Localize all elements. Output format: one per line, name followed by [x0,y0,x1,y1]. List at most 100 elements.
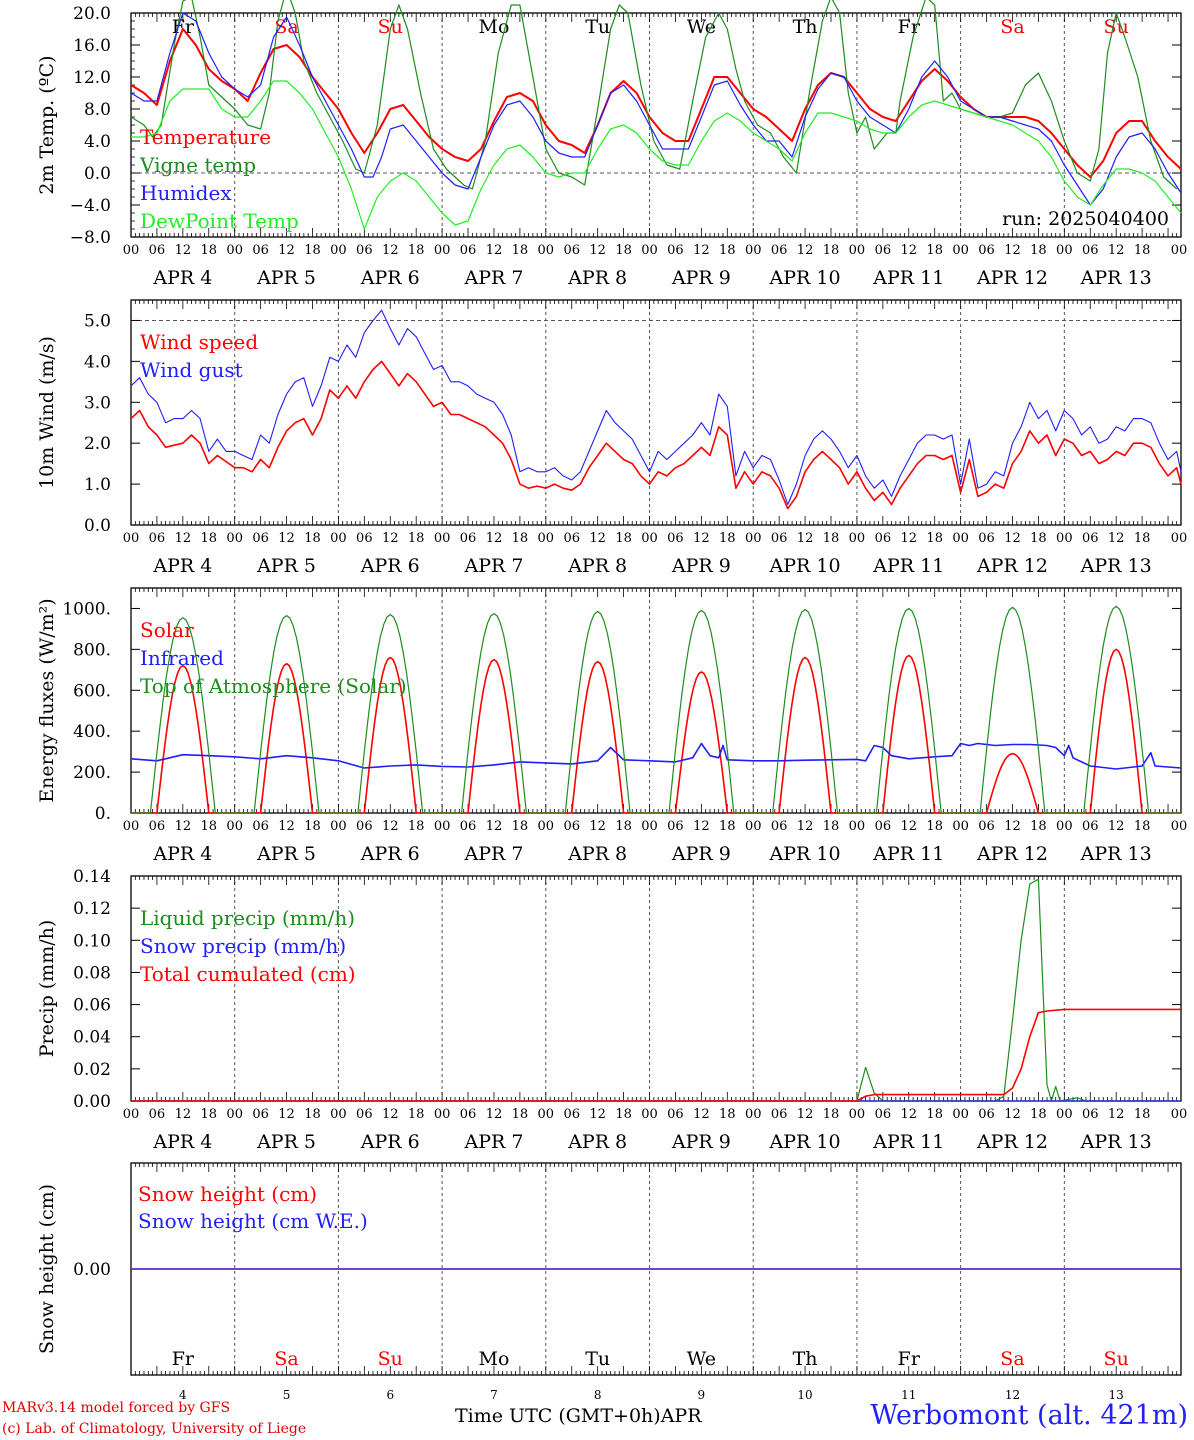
snow-weekday-label: Th [793,1348,818,1370]
energy-hour-label: 00 [226,819,243,834]
precip-legend-entry: Snow precip (mm/h) [140,934,346,958]
model-credit-line: MARv3.14 model forced by GFS [2,1400,231,1416]
snow-y-tick-label: 0.00 [73,1260,111,1280]
temp-hour-label: 06 [563,243,580,258]
temp-legend-entry: Vigne temp [139,153,256,177]
energy-hour-label: 18 [1134,819,1151,834]
wind-date-label: APR 10 [769,555,841,577]
precip-date-label: APR 10 [769,1131,841,1153]
wind-hour-label: 12 [175,531,192,546]
wind-hour-label: 18 [926,531,943,546]
energy-hour-label: 18 [823,819,840,834]
temp-hour-label: 18 [512,243,529,258]
snow-weekday-label: Fr [172,1348,195,1370]
run-label: run: 2025040400 [1002,208,1169,230]
temp-hour-label: 12 [797,243,814,258]
energy-y-tick-label: 800. [73,640,111,660]
temp-date-label: APR 10 [769,267,841,289]
temp-date-label: APR 4 [152,267,212,289]
wind-date-label: APR 4 [152,555,212,577]
temp-date-label: APR 11 [872,267,944,289]
snow-weekday-label: Su [1104,1348,1129,1370]
temp-y-tick-label: 16.0 [73,36,111,56]
precip-hour-label: 18 [615,1107,632,1122]
precip-hour-label: 00 [123,1107,140,1122]
energy-y-tick-label: 600. [73,681,111,701]
wind-date-label: APR 7 [463,555,523,577]
energy-hour-label: 18 [926,819,943,834]
temp-y-axis-title: 2m Temp. (ºC) [36,55,58,194]
x-axis-month: APR [660,1405,702,1427]
energy-date-label: APR 10 [769,843,841,865]
energy-hour-label: 00 [123,819,140,834]
temp-weekday-label: Sa [274,16,298,38]
snow-day-number: 12 [1005,1388,1020,1402]
precip-hour-label: 18 [823,1107,840,1122]
energy-hour-label: 06 [978,819,995,834]
wind-y-tick-label: 2.0 [84,434,111,454]
precip-hour-label: 00 [952,1107,969,1122]
precip-hour-label: 18 [304,1107,321,1122]
precip-hour-label: 12 [901,1107,918,1122]
temp-weekday-label: Su [378,16,403,38]
energy-hour-label: 12 [797,819,814,834]
wind-hour-label: 18 [719,531,736,546]
precip-hour-label: 18 [408,1107,425,1122]
precip-hour-label: 06 [875,1107,892,1122]
temp-hour-label: 12 [901,243,918,258]
energy-hour-label: 12 [486,819,503,834]
temp-hour-label: 00 [434,243,451,258]
precip-hour-label: 18 [719,1107,736,1122]
temp-date-label: APR 12 [976,267,1048,289]
temp-hour-label: 06 [771,243,788,258]
wind-date-label: APR 12 [976,555,1048,577]
wind-hour-label: 00 [641,531,658,546]
precip-date-label: APR 6 [360,1131,420,1153]
energy-date-label: APR 4 [152,843,212,865]
wind-date-label: APR 5 [256,555,316,577]
precip-hour-label: 00 [641,1107,658,1122]
wind-hour-label: 18 [1134,531,1151,546]
precip-hour-label: 12 [278,1107,295,1122]
wind-hour-label: 00 [434,531,451,546]
temp-hour-label: 18 [408,243,425,258]
wind-y-axis-title: 10m Wind (m/s) [36,336,58,489]
temp-legend-entry: Temperature [140,125,271,149]
energy-y-axis-title: Energy fluxes (W/m²) [36,598,58,802]
temp-hour-label: 00 [745,243,762,258]
temp-hour-label: 18 [304,243,321,258]
precip-hour-label: 06 [563,1107,580,1122]
temp-hour-label: 00 [1171,243,1188,258]
temp-weekday-label: Su [1104,16,1129,38]
energy-y-tick-label: 1000. [62,599,111,619]
snow-legend-entry: Snow height (cm) [138,1182,317,1206]
snow-day-number: 11 [901,1388,916,1402]
wind-date-label: APR 6 [360,555,420,577]
wind-hour-label: 12 [693,531,710,546]
energy-hour-label: 12 [693,819,710,834]
wind-date-label: APR 13 [1080,555,1152,577]
temp-hour-label: 00 [849,243,866,258]
precip-hour-label: 12 [589,1107,606,1122]
energy-hour-label: 06 [356,819,373,834]
wind-hour-label: 06 [771,531,788,546]
precip-y-axis-title: Precip (mm/h) [36,920,58,1058]
energy-hour-label: 00 [1171,819,1188,834]
wind-hour-label: 06 [1082,531,1099,546]
energy-plot-frame [130,587,1182,814]
wind-hour-label: 18 [201,531,218,546]
wind-y-tick-label: 4.0 [84,352,111,372]
temp-hour-label: 06 [149,243,166,258]
precip-hour-label: 06 [252,1107,269,1122]
snow-weekday-label: Mo [479,1348,510,1370]
temp-hour-label: 00 [538,243,555,258]
precip-hour-label: 12 [382,1107,399,1122]
precip-legend-entry: Liquid precip (mm/h) [140,906,355,930]
precip-y-tick-label: 0.08 [73,963,111,983]
precip-date-label: APR 11 [872,1131,944,1153]
precip-date-label: APR 7 [463,1131,523,1153]
temp-hour-label: 18 [1134,243,1151,258]
snow-day-number: 8 [594,1388,602,1402]
temp-hour-label: 06 [978,243,995,258]
energy-y-tick-label: 400. [73,722,111,742]
